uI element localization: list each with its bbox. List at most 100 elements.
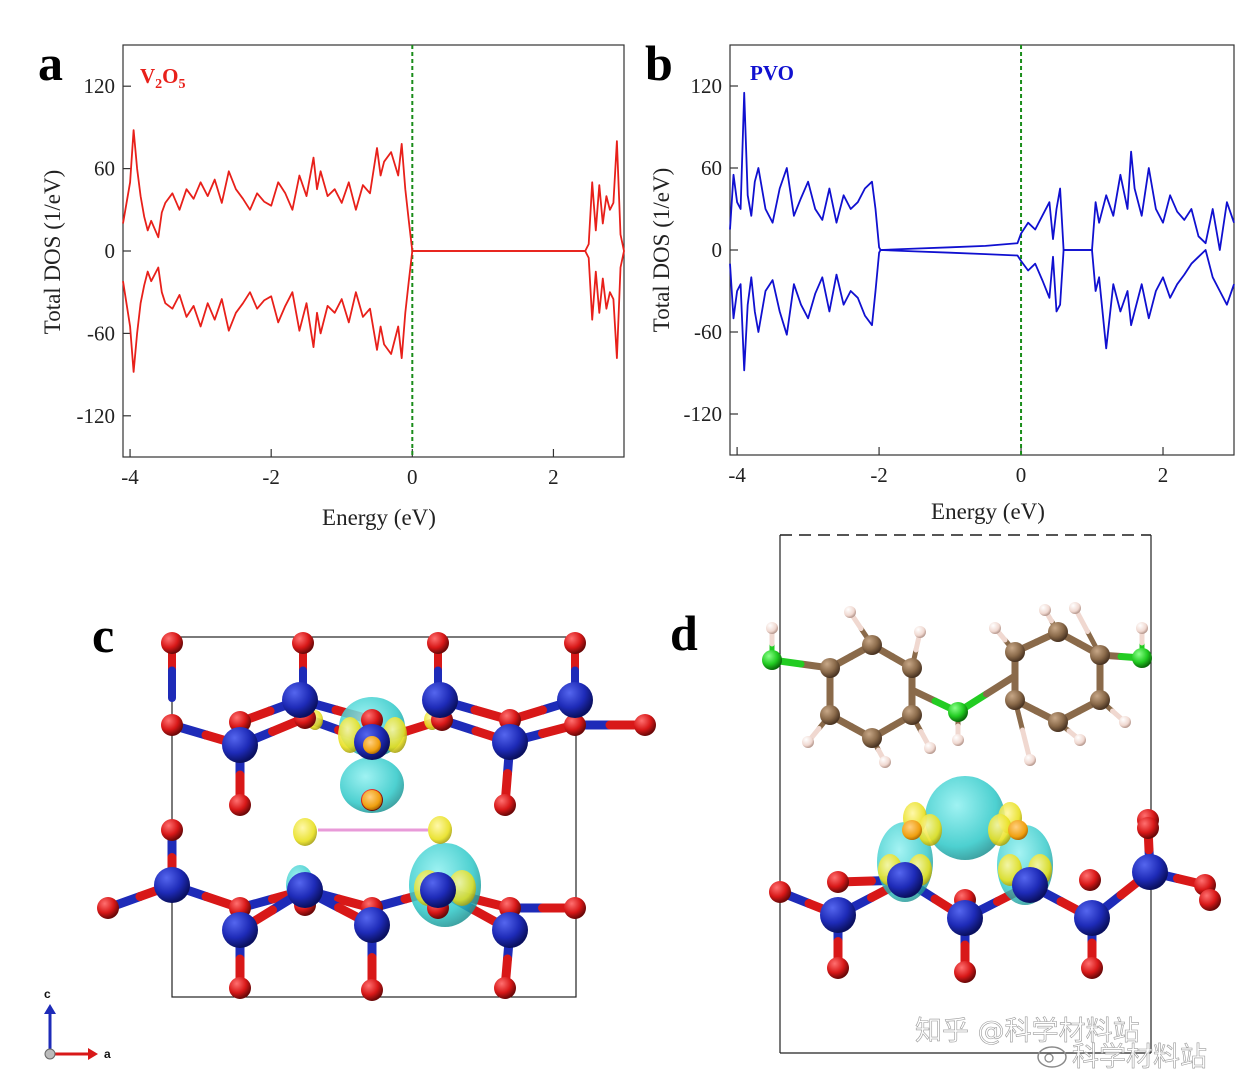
oxygen-atom [161, 714, 183, 736]
x-tick-label: 2 [548, 465, 559, 489]
a-axis-label: a [104, 1047, 111, 1061]
nitrogen-atom [762, 650, 782, 670]
charge-density-yellow [293, 818, 317, 846]
x-axis-title-a: Energy (eV) [322, 505, 436, 530]
y-tick-label: 0 [712, 238, 723, 262]
y-tick-label: 120 [691, 74, 723, 98]
y-tick-label: -60 [87, 321, 115, 345]
dos-spin-down-line [729, 249, 1235, 372]
vanadium-atom [222, 727, 258, 763]
oxygen-atom [361, 979, 383, 1001]
y-tick-label: -120 [684, 402, 723, 426]
x-tick-label: -2 [262, 465, 280, 489]
charge-density-yellow [428, 816, 452, 844]
oxygen-atom [564, 632, 586, 654]
bond [908, 686, 939, 705]
carbon-atom [1005, 642, 1025, 662]
carbon-atom [1048, 712, 1068, 732]
axis-origin-sphere [44, 1048, 56, 1060]
hydrogen-atom [1039, 604, 1051, 616]
y-tick-label: -60 [694, 320, 722, 344]
hydrogen-atom [1069, 602, 1081, 614]
hydrogen-atom [1136, 622, 1148, 634]
x-tick-label: 0 [407, 465, 418, 489]
vanadium-atom [947, 900, 983, 936]
carbon-atom [1090, 690, 1110, 710]
oxygen-atom [97, 897, 119, 919]
hydrogen-atom [914, 626, 926, 638]
x-tick-label: -4 [121, 465, 139, 489]
carbon-atom [902, 705, 922, 725]
watermark: 知乎 @科学材料站 科学材料站 [915, 1016, 1208, 1074]
hydrogen-atom [844, 606, 856, 618]
y-tick-label: 60 [701, 156, 722, 180]
c-axis-arrowhead [44, 1004, 56, 1014]
vanadium-atom [1074, 900, 1110, 936]
dos-spin-up-line [729, 91, 1235, 251]
vanadium-atom [420, 872, 456, 908]
water-oxygen-atom [362, 790, 382, 810]
x-tick-label: -4 [728, 463, 746, 487]
axes-a: 120 60 0 -60 -120 -4 -2 0 2 [77, 44, 625, 489]
x-tick-label: 0 [1016, 463, 1027, 487]
hydrogen-atom [1024, 754, 1036, 766]
vanadium-atom [557, 682, 593, 718]
carbon-atom [1090, 645, 1110, 665]
oxygen-atom [1081, 957, 1103, 979]
carbon-atom [862, 635, 882, 655]
vanadium-atom [1132, 854, 1168, 890]
oxygen-atom [161, 632, 183, 654]
charge-density-yellow [918, 814, 942, 846]
a-axis-arrowhead [88, 1048, 98, 1060]
panel-b-dos-pvo: b PVO 120 60 0 -60 -120 -4 -2 0 2 Energy (eV) To… [645, 35, 1235, 524]
x-tick-label: -2 [870, 463, 888, 487]
y-tick-label: -120 [77, 404, 116, 428]
oxygen-atom [494, 794, 516, 816]
vanadium-atom [887, 862, 923, 898]
oxygen-atom [769, 881, 791, 903]
watermark-line2: 科学材料站 [1072, 1042, 1207, 1073]
hydrogen-atom [1119, 716, 1131, 728]
nitrogen-atom [948, 702, 968, 722]
oxygen-atom [292, 632, 314, 654]
oxygen-atom [1079, 869, 1101, 891]
pvo-structure [762, 602, 1221, 983]
panel-c-v2o5-structure: c c a [44, 607, 656, 1061]
carbon-atom [1048, 622, 1068, 642]
carbon-atom [820, 705, 840, 725]
oxygen-atom [954, 961, 976, 983]
oxygen-atom [1137, 817, 1159, 839]
oxygen-atom [229, 794, 251, 816]
water-oxygen-atom [902, 820, 922, 840]
carbon-atom [862, 728, 882, 748]
dos-spin-down-line [122, 250, 625, 373]
vanadium-atom [820, 897, 856, 933]
hydrogen-atom [952, 734, 964, 746]
hydrogen-atom [879, 756, 891, 768]
oxygen-atom [827, 957, 849, 979]
c-axis-label: c [44, 987, 51, 1001]
vanadium-atom [422, 682, 458, 718]
panel-letter-d: d [670, 605, 698, 661]
vanadium-atom [492, 724, 528, 760]
vanadium-atom [492, 912, 528, 948]
carbon-atom [820, 658, 840, 678]
water-oxygen-atom [1008, 820, 1028, 840]
vanadium-atom [354, 907, 390, 943]
watermark-line1: 知乎 @科学材料站 [915, 1016, 1140, 1047]
oxygen-atom [827, 871, 849, 893]
crystal-axis-indicator: c a [44, 987, 111, 1061]
x-axis-title-b: Energy (eV) [931, 499, 1045, 524]
oxygen-atom [564, 897, 586, 919]
bond [983, 672, 1019, 698]
oxygen-atom [564, 714, 586, 736]
oxygen-atom [634, 714, 656, 736]
plot-frame [729, 44, 1235, 456]
vanadium-atom [222, 912, 258, 948]
weibo-icon [1037, 1046, 1067, 1068]
carbon-atom [1005, 690, 1025, 710]
y-axis-title-a: Total DOS (1/eV) [40, 170, 65, 334]
panel-letter-a: a [38, 35, 63, 91]
x-tick-label: 2 [1158, 463, 1169, 487]
